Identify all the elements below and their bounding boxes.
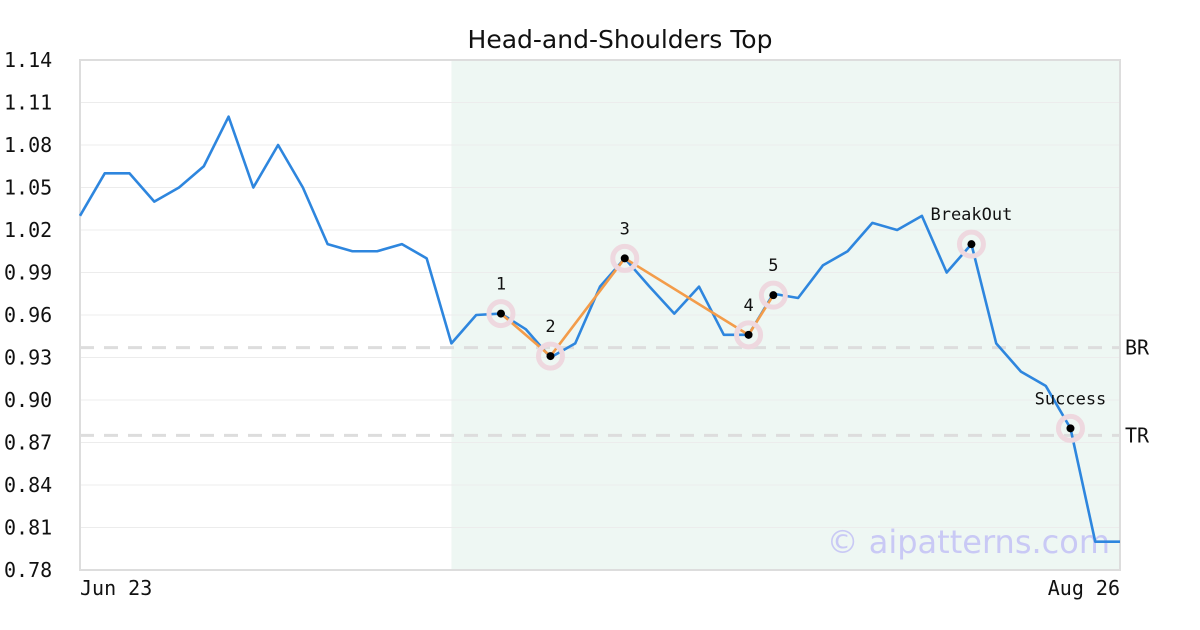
y-tick-label: 1.11 [4,91,52,115]
grid-lines [80,59,1120,571]
pattern-label: 1 [496,275,506,295]
marker-halo [610,243,640,273]
level-label: TR [1125,423,1150,447]
marker-halo [758,280,788,310]
pattern-label: Success [1035,389,1107,409]
marker-halo [1055,413,1085,443]
chart-title: Head-and-Shoulders Top [468,25,773,54]
watermark: © aipatterns.com [827,523,1110,561]
pattern-point [744,330,753,339]
pattern-label: BreakOut [930,205,1012,225]
x-tick-end: Aug 26 [1048,576,1120,600]
level-lines: BR TR [80,336,1150,447]
pattern-label: 5 [768,256,778,276]
marker-halo [535,341,565,371]
pattern-label: 2 [545,317,555,337]
y-tick-label: 1.14 [4,48,52,72]
y-tick-label: 0.93 [4,346,52,370]
y-tick-label: 0.87 [4,431,52,455]
y-tick-label: 1.05 [4,176,52,200]
x-tick-start: Jun 23 [80,576,152,600]
pattern-point [967,240,976,249]
pattern-label: 3 [620,219,630,239]
y-tick-label: 0.96 [4,303,52,327]
y-axis: 1.14 1.11 1.08 1.05 1.02 0.99 0.96 0.93 0.90 0.87… [4,48,52,582]
y-tick-label: 1.08 [4,133,52,157]
pattern-point [620,254,629,263]
y-tick-label: 0.99 [4,261,52,285]
pattern-point [769,291,778,300]
price-line [78,115,1120,543]
pattern-markers: 1 2 3 45 BreakOut Success [486,205,1107,443]
marker-halo [956,229,986,259]
y-tick-label: 0.81 [4,516,52,540]
level-label: BR [1125,336,1150,360]
y-tick-label: 1.02 [4,218,52,242]
plot-frame [79,59,1121,571]
marker-halo [486,299,516,329]
marker-halo [734,320,764,350]
y-tick-label: 0.90 [4,388,52,412]
pattern-point [1066,424,1075,433]
y-tick-label: 0.84 [4,473,52,497]
pattern-label: 4 [743,296,753,316]
pattern-point [546,352,555,361]
pattern-point [496,309,505,318]
y-tick-label: 0.78 [4,558,52,582]
